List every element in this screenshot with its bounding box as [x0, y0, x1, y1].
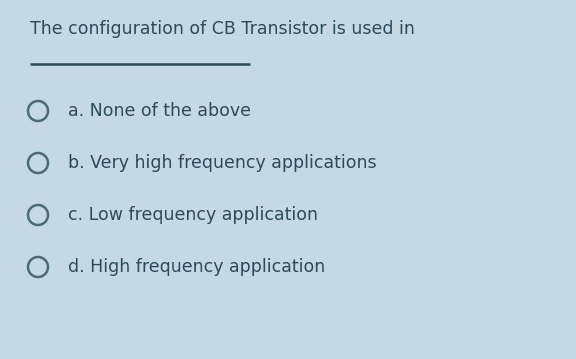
Text: d. High frequency application: d. High frequency application [68, 258, 325, 276]
Ellipse shape [28, 153, 48, 173]
Text: c. Low frequency application: c. Low frequency application [68, 206, 318, 224]
Ellipse shape [28, 101, 48, 121]
Ellipse shape [28, 205, 48, 225]
Text: b. Very high frequency applications: b. Very high frequency applications [68, 154, 377, 172]
Ellipse shape [28, 257, 48, 277]
Text: a. None of the above: a. None of the above [68, 102, 251, 120]
Text: The configuration of CB Transistor is used in: The configuration of CB Transistor is us… [30, 20, 415, 38]
